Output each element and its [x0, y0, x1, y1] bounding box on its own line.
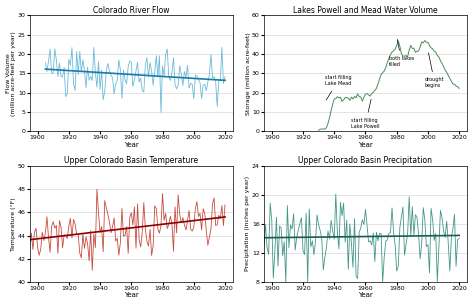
X-axis label: Year: Year [124, 292, 139, 299]
Title: Lakes Powell and Mead Water Volume: Lakes Powell and Mead Water Volume [293, 5, 438, 15]
X-axis label: Year: Year [358, 292, 373, 299]
Y-axis label: Flow Volume
(million acre-feet per year): Flow Volume (million acre-feet per year) [6, 31, 17, 116]
Text: start filling
Lake Mead: start filling Lake Mead [325, 75, 352, 100]
Title: Upper Colorado Basin Temperature: Upper Colorado Basin Temperature [64, 156, 199, 165]
Title: Upper Colorado Basin Precipitation: Upper Colorado Basin Precipitation [299, 156, 432, 165]
Text: both lakes
filled: both lakes filled [389, 39, 414, 67]
Y-axis label: Precipitation (inches per year): Precipitation (inches per year) [246, 176, 250, 271]
X-axis label: Year: Year [358, 142, 373, 148]
Text: drought
begins: drought begins [425, 53, 444, 88]
Text: start filling
Lake Powell: start filling Lake Powell [351, 99, 380, 129]
X-axis label: Year: Year [124, 142, 139, 148]
Y-axis label: Storage (million acre-feet): Storage (million acre-feet) [246, 32, 251, 115]
Title: Colorado River Flow: Colorado River Flow [93, 5, 170, 15]
Y-axis label: Temperature (°F): Temperature (°F) [11, 197, 16, 251]
